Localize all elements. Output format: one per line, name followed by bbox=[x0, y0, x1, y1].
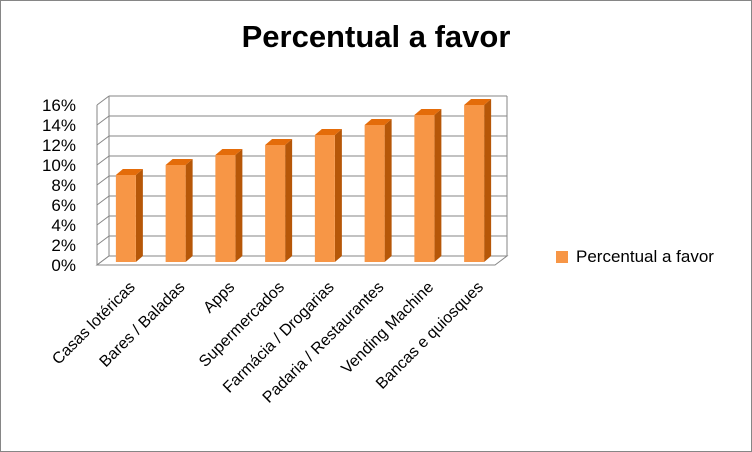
chart-floor bbox=[95, 255, 509, 266]
y-tick-label: 8% bbox=[51, 176, 76, 195]
bar-top bbox=[414, 109, 442, 115]
x-tick-label: Vending Machine bbox=[338, 279, 437, 378]
gridline-side bbox=[96, 135, 110, 146]
bar-side bbox=[384, 119, 392, 262]
x-tick-label: Apps bbox=[200, 279, 238, 317]
bar bbox=[414, 115, 435, 262]
gridline-side bbox=[96, 215, 110, 226]
bar-top bbox=[215, 149, 243, 155]
bar-top bbox=[265, 139, 293, 145]
gridline-side bbox=[96, 195, 110, 206]
bar bbox=[115, 175, 136, 262]
y-tick-label: 4% bbox=[51, 216, 76, 235]
x-tick-label: Supermercados bbox=[196, 279, 288, 371]
x-tick-label: Casas lotéricas bbox=[49, 279, 138, 368]
bar-top bbox=[464, 99, 492, 105]
bar-side bbox=[334, 129, 342, 262]
bar-top bbox=[364, 119, 392, 125]
bar-side bbox=[285, 139, 293, 262]
x-tick-label: Bares / Baladas bbox=[97, 279, 189, 371]
y-tick-label: 10% bbox=[42, 156, 76, 175]
y-tick-label: 2% bbox=[51, 236, 76, 255]
y-tick-label: 12% bbox=[42, 136, 76, 155]
bar bbox=[265, 145, 286, 262]
gridline-side bbox=[96, 115, 110, 126]
bar bbox=[215, 155, 236, 262]
gridline-side bbox=[96, 235, 110, 246]
gridline-side bbox=[96, 175, 110, 186]
gridline-side bbox=[96, 155, 110, 166]
bar-top bbox=[115, 169, 143, 175]
y-tick-label: 16% bbox=[42, 96, 76, 115]
y-tick-label: 6% bbox=[51, 196, 76, 215]
bar bbox=[165, 165, 186, 262]
bar-side bbox=[185, 159, 193, 262]
bar-side bbox=[484, 99, 492, 262]
bar-top bbox=[165, 159, 193, 165]
y-tick-label: 0% bbox=[51, 256, 76, 275]
y-tick-label: 14% bbox=[42, 116, 76, 135]
bar bbox=[314, 135, 335, 262]
legend-swatch bbox=[556, 251, 568, 263]
bar bbox=[364, 125, 385, 262]
bar bbox=[464, 105, 485, 262]
bar-top bbox=[314, 129, 342, 135]
legend-label: Percentual a favor bbox=[576, 247, 714, 266]
bar-side bbox=[135, 169, 143, 262]
chart-title: Percentual a favor bbox=[241, 19, 511, 54]
bar-side bbox=[235, 149, 243, 262]
legend: Percentual a favor bbox=[556, 247, 714, 267]
bar-side bbox=[434, 109, 442, 262]
gridline-side bbox=[96, 95, 110, 106]
